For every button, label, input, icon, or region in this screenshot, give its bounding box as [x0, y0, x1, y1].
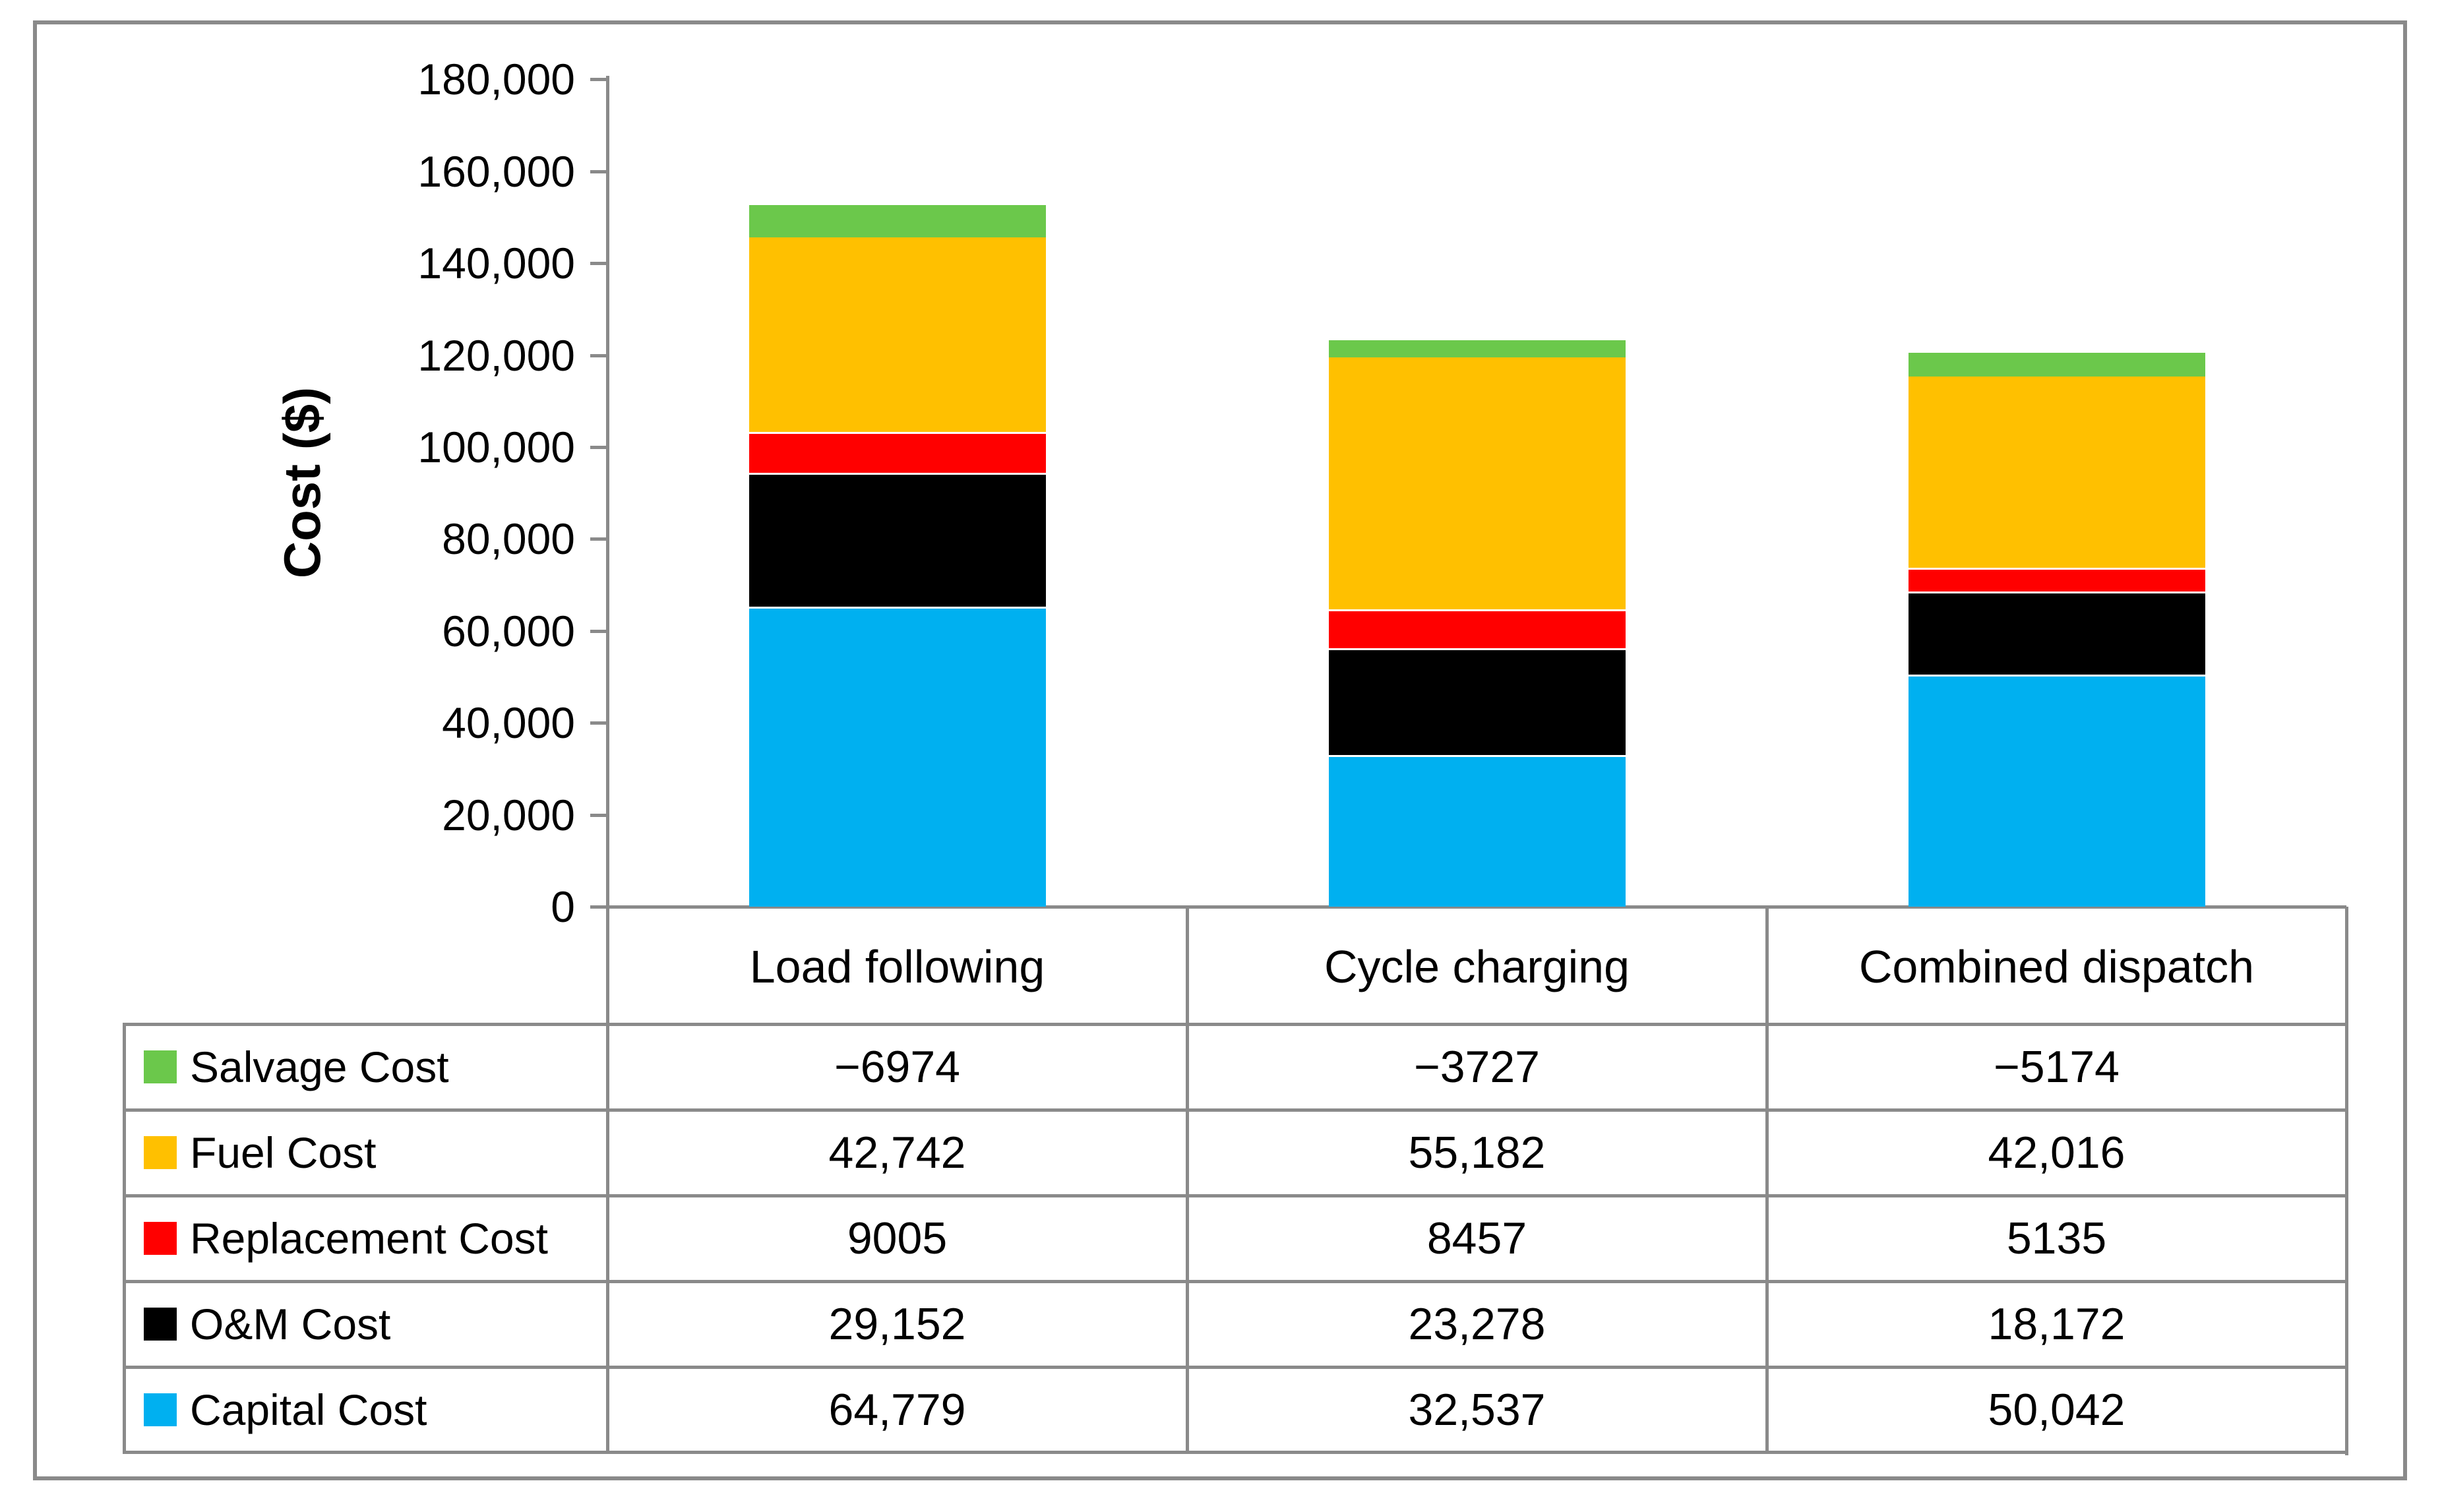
- table-grid-line: [123, 1194, 2348, 1197]
- legend-label-replacement-cost: Replacement Cost: [190, 1214, 548, 1263]
- table-cell-capital-cost-combined-dispatch: 50,042: [1988, 1384, 2125, 1435]
- y-tick-label: 60,000: [442, 606, 575, 655]
- bar-segment-fuel-cost-cycle-charging: [1328, 357, 1626, 609]
- table-cell-fuel-cost-cycle-charging: 55,182: [1408, 1128, 1546, 1178]
- table-grid-line: [607, 905, 2346, 909]
- y-tick-label: 180,000: [417, 55, 575, 104]
- bar-segment-salvage-cost-load-following: [748, 205, 1046, 237]
- table-grid-line: [123, 1023, 2348, 1026]
- y-tick-mark: [590, 262, 607, 266]
- legend-label-fuel-cost: Fuel Cost: [190, 1128, 377, 1177]
- y-tick-mark: [590, 629, 607, 633]
- table-grid-line: [123, 1451, 2348, 1454]
- table-cell-fuel-cost-combined-dispatch: 42,016: [1988, 1128, 2125, 1178]
- bar-segment-o-m-cost-cycle-charging: [1328, 650, 1626, 756]
- y-tick-mark: [590, 169, 607, 173]
- legend-swatch-replacement-cost: [144, 1222, 177, 1255]
- y-tick-mark: [590, 905, 607, 909]
- bar-segment-o-m-cost-combined-dispatch: [1908, 593, 2205, 675]
- y-tick-mark: [590, 446, 607, 449]
- y-tick-label: 120,000: [417, 330, 575, 380]
- table-grid-line: [123, 1366, 2348, 1369]
- y-tick-mark: [590, 537, 607, 541]
- y-tick-mark: [590, 813, 607, 817]
- legend-swatch-capital-cost: [144, 1393, 177, 1426]
- table-grid-line: [1765, 907, 1769, 1452]
- table-cell-o-m-cost-cycle-charging: 23,278: [1408, 1299, 1546, 1349]
- bar-segment-capital-cost-load-following: [748, 609, 1046, 907]
- legend-label-capital-cost: Capital Cost: [190, 1385, 427, 1434]
- y-tick-mark: [590, 78, 607, 82]
- table-cell-o-m-cost-load-following: 29,152: [828, 1299, 966, 1349]
- chart-outer-border: [33, 20, 2407, 1480]
- bar-segment-salvage-cost-cycle-charging: [1328, 340, 1626, 358]
- y-tick-label: 100,000: [417, 423, 575, 471]
- y-tick-label: 80,000: [442, 514, 575, 564]
- table-grid-line: [606, 76, 609, 1452]
- table-grid-line: [123, 1280, 2348, 1283]
- table-cell-replacement-cost-cycle-charging: 8457: [1426, 1213, 1527, 1263]
- column-header-combined-dispatch: Combined dispatch: [1858, 940, 2255, 992]
- table-cell-capital-cost-load-following: 64,779: [828, 1384, 966, 1435]
- bar-segment-replacement-cost-cycle-charging: [1328, 611, 1626, 648]
- bar-segment-replacement-cost-load-following: [748, 433, 1046, 473]
- legend-label-salvage-cost: Salvage Cost: [190, 1043, 449, 1091]
- column-header-cycle-charging: Cycle charging: [1324, 940, 1630, 992]
- y-tick-label: 140,000: [417, 239, 575, 288]
- table-cell-salvage-cost-combined-dispatch: −5174: [1994, 1042, 2120, 1092]
- bar-segment-fuel-cost-combined-dispatch: [1908, 376, 2205, 568]
- table-cell-replacement-cost-combined-dispatch: 5135: [2006, 1213, 2107, 1263]
- legend-swatch-o-m-cost: [144, 1308, 177, 1341]
- y-tick-label: 40,000: [442, 698, 575, 748]
- bar-segment-capital-cost-combined-dispatch: [1908, 677, 2205, 907]
- bar-segment-fuel-cost-load-following: [748, 237, 1046, 432]
- y-tick-mark: [590, 721, 607, 725]
- y-tick-label: 0: [551, 882, 575, 931]
- bar-segment-capital-cost-cycle-charging: [1328, 757, 1626, 907]
- bar-segment-replacement-cost-combined-dispatch: [1908, 569, 2205, 591]
- legend-label-o-m-cost: O&M Cost: [190, 1300, 391, 1348]
- legend-swatch-fuel-cost: [144, 1136, 177, 1169]
- table-cell-o-m-cost-combined-dispatch: 18,172: [1988, 1299, 2125, 1349]
- bar-segment-salvage-cost-combined-dispatch: [1908, 352, 2205, 377]
- y-tick-label: 20,000: [442, 790, 575, 839]
- y-tick-mark: [590, 353, 607, 357]
- table-cell-salvage-cost-load-following: −6974: [834, 1042, 960, 1092]
- y-tick-label: 160,000: [417, 146, 575, 196]
- table-cell-salvage-cost-cycle-charging: −3727: [1414, 1042, 1540, 1092]
- table-cell-fuel-cost-load-following: 42,742: [828, 1128, 966, 1178]
- table-cell-replacement-cost-load-following: 9005: [847, 1213, 948, 1263]
- legend-swatch-salvage-cost: [144, 1050, 177, 1083]
- table-grid-line: [123, 1024, 126, 1452]
- bar-segment-o-m-cost-load-following: [748, 475, 1046, 607]
- table-grid-line: [1186, 907, 1189, 1452]
- table-cell-capital-cost-cycle-charging: 32,537: [1408, 1384, 1546, 1435]
- table-grid-line: [2345, 907, 2348, 1455]
- y-axis-title: Cost ($): [273, 386, 331, 579]
- column-header-load-following: Load following: [749, 940, 1045, 992]
- table-grid-line: [123, 1108, 2348, 1112]
